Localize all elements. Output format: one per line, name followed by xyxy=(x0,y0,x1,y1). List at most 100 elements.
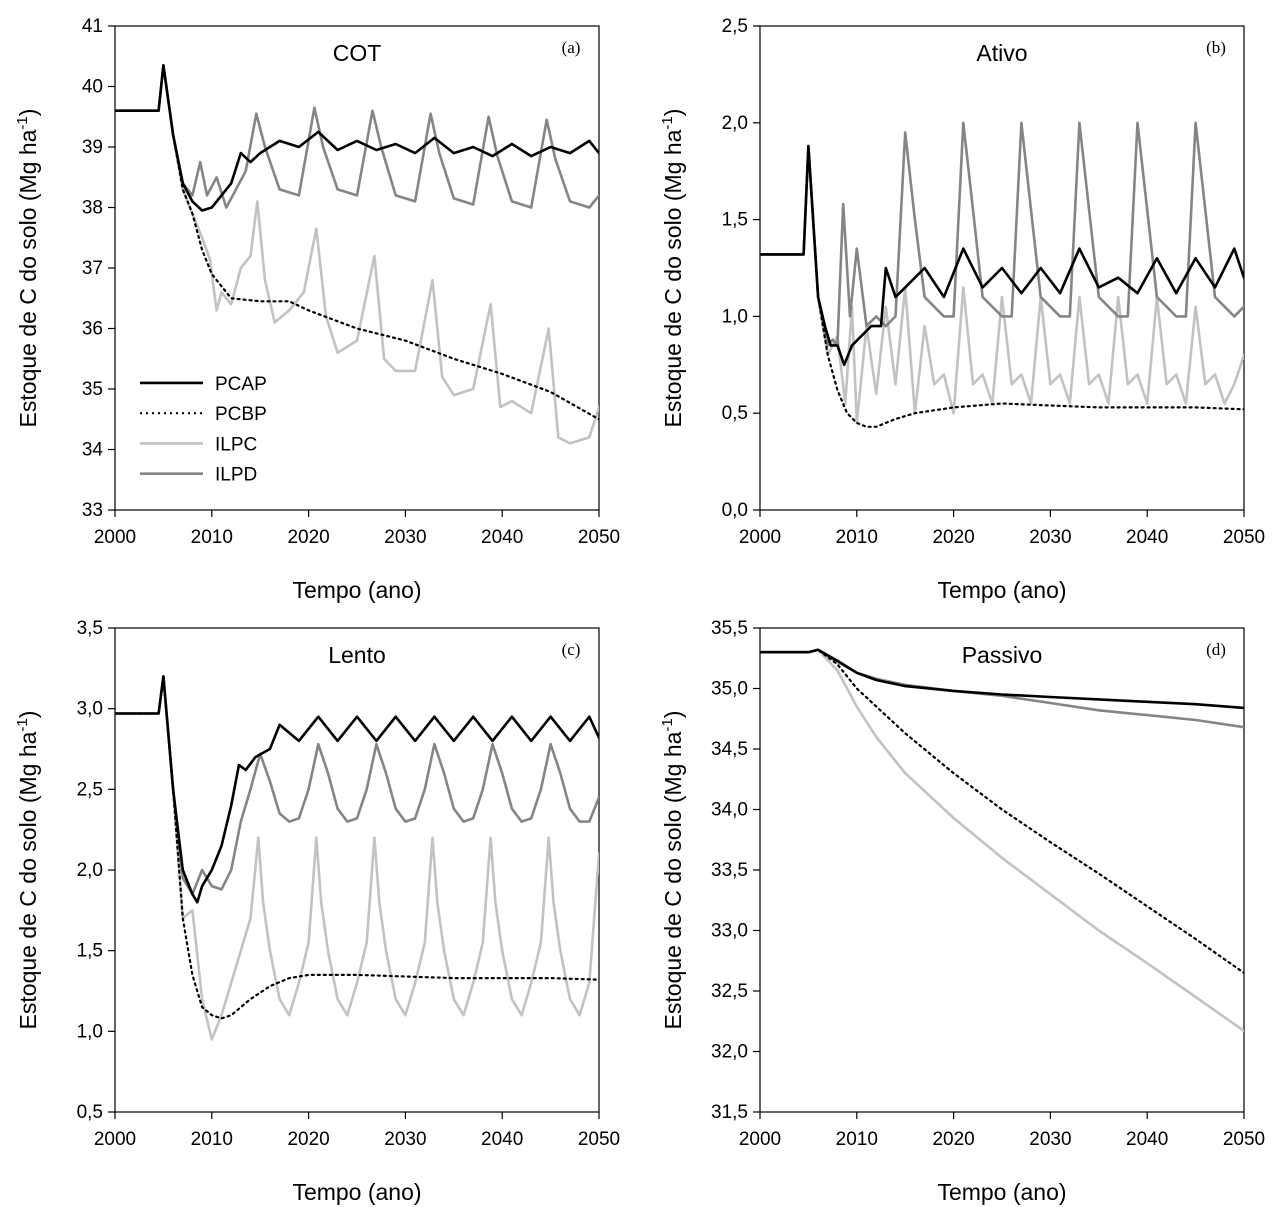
legend-label-ilpd: ILPD xyxy=(215,465,257,486)
y-axis-title-main: Estoque de C do solo (Mg ha xyxy=(660,731,686,1029)
y-tick-label: 32,5 xyxy=(711,981,748,1002)
x-tick-label: 2020 xyxy=(287,527,329,548)
x-axis-title: Tempo (ano) xyxy=(292,577,421,603)
y-tick-label: 3,0 xyxy=(77,699,103,720)
series-group xyxy=(760,121,1244,428)
y-tick-label: 31,5 xyxy=(711,1102,748,1123)
y-tick-label: 35 xyxy=(82,379,103,400)
y-axis-title-unit-exponent: -1 xyxy=(14,116,31,129)
y-tick-label: 2,5 xyxy=(722,16,748,37)
series-line-ilpc xyxy=(760,648,1244,1033)
x-tick-label: 2030 xyxy=(1029,527,1071,548)
y-axis-title: Estoque de C do solo (Mg ha-1) xyxy=(659,711,686,1030)
y-tick-label: 36 xyxy=(82,319,103,340)
x-axis-title: Tempo (ano) xyxy=(937,577,1066,603)
y-tick-label: 2,5 xyxy=(77,779,103,800)
y-tick-label: 39 xyxy=(82,137,103,158)
y-tick-label: 0,5 xyxy=(722,403,748,424)
x-tick-label: 2030 xyxy=(384,1129,426,1150)
x-tick-label: 2020 xyxy=(287,1129,329,1150)
series-group xyxy=(115,64,599,445)
panel-title: COT xyxy=(333,40,382,66)
y-axis-title-unit-exponent: -1 xyxy=(659,116,676,129)
y-axis-title-close: ) xyxy=(660,109,686,117)
series-line-pcbp xyxy=(115,64,599,421)
x-tick-label: 2010 xyxy=(836,527,878,548)
x-tick-label: 2030 xyxy=(384,527,426,548)
x-tick-label: 2010 xyxy=(836,1129,878,1150)
series-line-ilpd xyxy=(760,121,1244,347)
y-axis-title-unit-exponent: -1 xyxy=(659,718,676,731)
legend: PCAP PCBP ILPC ILPD xyxy=(140,374,267,486)
chart-panel-2: 0,0 0,5 1,0 1,5 2,0 2,5 2000 2010 2020 2030 2040 20… xyxy=(659,16,1265,603)
legend-label-ilpc: ILPC xyxy=(215,434,257,455)
series-line-ilpd xyxy=(115,64,599,209)
y-tick-label: 34 xyxy=(82,440,104,461)
x-tick-label: 2050 xyxy=(578,527,620,548)
series-line-pcap xyxy=(760,144,1244,367)
chart-panel-1: 33 34 35 36 37 38 39 40 41 2000 2010 2020 2030 2040 20… xyxy=(14,16,620,603)
chart-panel-3: 0,5 1,0 1,5 2,0 2,5 3,0 3,5 2000 2010 2020 2030 204… xyxy=(14,618,620,1205)
plot-frame xyxy=(759,627,1245,1113)
y-tick-label: 1,5 xyxy=(77,941,103,962)
y-tick-label: 0,0 xyxy=(722,500,748,521)
y-axis-title-close: ) xyxy=(15,109,41,117)
y-tick-label: 38 xyxy=(82,198,103,219)
x-tick-label: 2050 xyxy=(1223,527,1265,548)
panel-title: Lento xyxy=(328,642,386,668)
x-tick-label: 2040 xyxy=(1126,1129,1168,1150)
legend-label-pcbp: PCBP xyxy=(215,404,267,425)
y-axis-title-close: ) xyxy=(660,711,686,719)
y-tick-label: 33,5 xyxy=(711,860,748,881)
y-tick-label: 1,5 xyxy=(722,210,748,231)
y-axis-title-main: Estoque de C do solo (Mg ha xyxy=(660,129,686,427)
x-tick-label: 2040 xyxy=(481,1129,523,1150)
y-tick-label: 0,5 xyxy=(77,1102,103,1123)
plot-frame xyxy=(114,25,600,511)
x-tick-label: 2030 xyxy=(1029,1129,1071,1150)
plot-frame xyxy=(114,627,600,1113)
x-tick-label: 2050 xyxy=(578,1129,620,1150)
y-axis-title-main: Estoque de C do solo (Mg ha xyxy=(15,731,41,1029)
panel-letter: (d) xyxy=(1206,640,1226,659)
series-line-ilpc xyxy=(115,675,599,1041)
y-tick-label: 35,0 xyxy=(711,679,748,700)
series-line-pcap xyxy=(760,648,1244,710)
chart-panel-4: 31,5 32,0 32,5 33,0 33,5 34,0 34,5 35,0 35,5 2000… xyxy=(659,618,1265,1205)
panel-letter: (c) xyxy=(562,640,581,659)
y-tick-label: 1,0 xyxy=(722,306,748,327)
x-tick-label: 2010 xyxy=(191,1129,233,1150)
plot-frame xyxy=(759,25,1245,511)
series-line-pcbp xyxy=(115,675,599,1020)
y-tick-label: 34,0 xyxy=(711,800,748,821)
x-tick-label: 2020 xyxy=(932,527,974,548)
y-tick-label: 37 xyxy=(82,258,103,279)
y-tick-label: 1,0 xyxy=(77,1021,103,1042)
series-line-pcap xyxy=(115,64,599,212)
y-tick-label: 33,0 xyxy=(711,921,748,942)
y-tick-label: 40 xyxy=(82,77,103,98)
series-group xyxy=(760,648,1244,1033)
series-line-ilpc xyxy=(115,64,599,445)
y-tick-label: 2,0 xyxy=(77,860,103,881)
series-line-pcbp xyxy=(760,144,1244,428)
series-line-pcbp xyxy=(760,648,1244,975)
x-tick-label: 2000 xyxy=(94,527,136,548)
panel-title: Passivo xyxy=(962,642,1043,668)
x-tick-label: 2050 xyxy=(1223,1129,1265,1150)
legend-label-pcap: PCAP xyxy=(215,374,267,395)
series-group xyxy=(115,675,599,1041)
x-tick-label: 2010 xyxy=(191,527,233,548)
x-axis-title: Tempo (ano) xyxy=(937,1179,1066,1205)
y-axis-title: Estoque de C do solo (Mg ha-1) xyxy=(659,109,686,428)
y-tick-label: 3,5 xyxy=(77,618,103,639)
y-tick-label: 35,5 xyxy=(711,618,748,639)
y-tick-label: 32,0 xyxy=(711,1042,748,1063)
x-tick-label: 2000 xyxy=(739,1129,781,1150)
x-tick-label: 2000 xyxy=(739,527,781,548)
y-axis-title-main: Estoque de C do solo (Mg ha xyxy=(15,129,41,427)
x-tick-label: 2000 xyxy=(94,1129,136,1150)
x-axis-title: Tempo (ano) xyxy=(292,1179,421,1205)
x-tick-label: 2040 xyxy=(481,527,523,548)
